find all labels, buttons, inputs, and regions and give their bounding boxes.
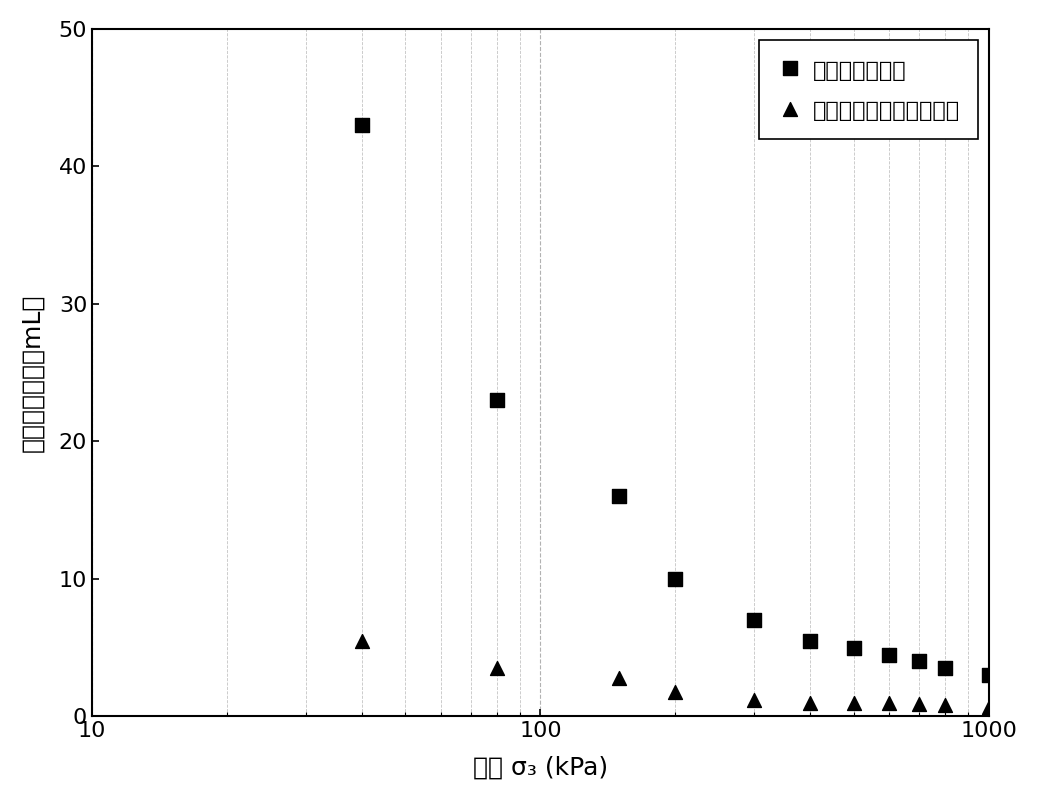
橡皮膜嵌入增量 xyxy=(881,648,898,661)
粗粒土骨架体积变形幅値 xyxy=(846,696,863,709)
Legend: 橡皮膜嵌入增量, 粗粒土骨架体积变形幅値: 橡皮膜嵌入增量, 粗粒土骨架体积变形幅値 xyxy=(760,40,978,139)
粗粒土骨架体积变形幅値 xyxy=(746,694,763,706)
粗粒土骨架体积变形幅値 xyxy=(911,698,928,710)
粗粒土骨架体积变形幅値 xyxy=(667,686,684,698)
橡皮膜嵌入增量 xyxy=(981,669,998,682)
粗粒土骨架体积变形幅値 xyxy=(881,696,898,709)
粗粒土骨架体积变形幅値 xyxy=(354,634,371,647)
橡皮膜嵌入增量 xyxy=(846,642,863,654)
橡皮膜嵌入增量 xyxy=(611,490,628,502)
橡皮膜嵌入增量 xyxy=(911,655,928,668)
橡皮膜嵌入增量 xyxy=(354,118,371,131)
粗粒土骨架体积变形幅値 xyxy=(489,662,506,674)
橡皮膜嵌入增量 xyxy=(937,662,954,674)
粗粒土骨架体积变形幅値 xyxy=(937,699,954,712)
橡皮膜嵌入增量 xyxy=(489,394,506,406)
橡皮膜嵌入增量 xyxy=(667,573,684,586)
Y-axis label: 体积变形幅値（mL）: 体积变形幅値（mL） xyxy=(21,294,45,452)
橡皮膜嵌入增量 xyxy=(802,634,819,647)
粗粒土骨架体积变形幅値 xyxy=(981,700,998,713)
橡皮膜嵌入增量 xyxy=(746,614,763,626)
X-axis label: 围压 σ₃ (kPa): 围压 σ₃ (kPa) xyxy=(473,755,608,779)
粗粒土骨架体积变形幅値 xyxy=(611,671,628,684)
粗粒土骨架体积变形幅値 xyxy=(802,696,819,709)
